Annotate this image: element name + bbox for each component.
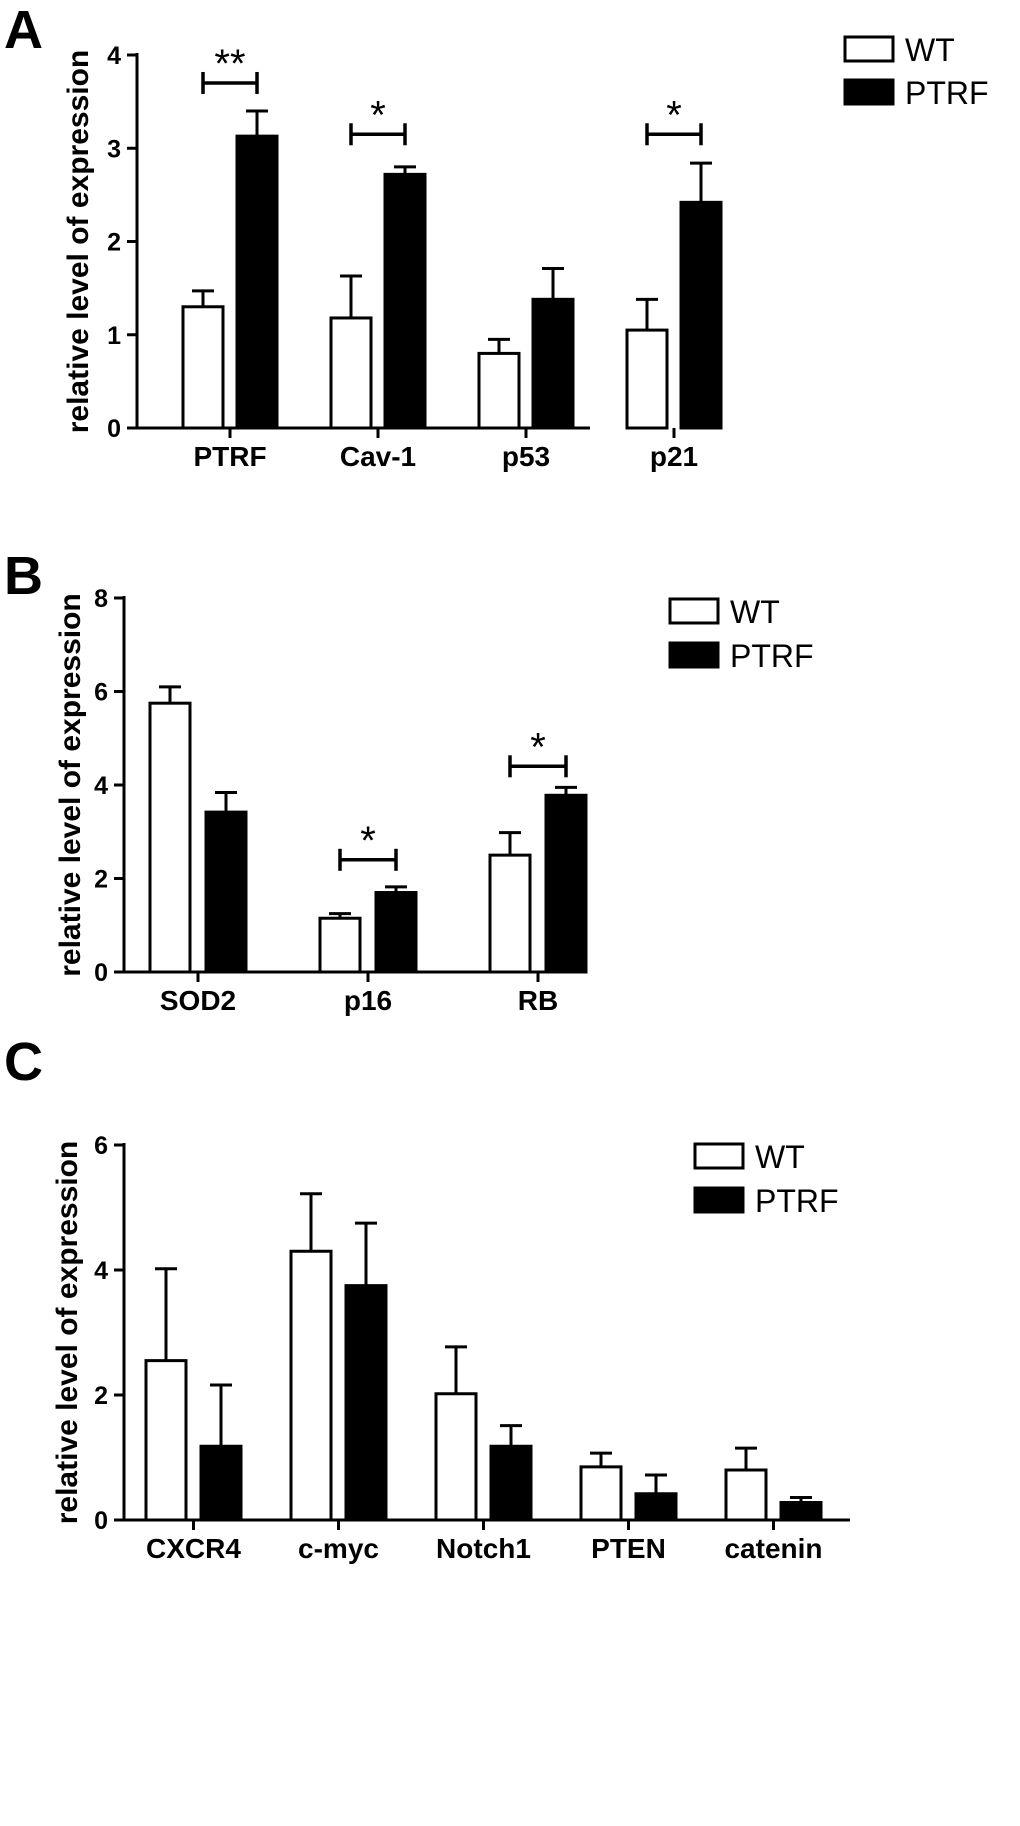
y-tick-label: 8 xyxy=(94,585,108,613)
bar-wt xyxy=(148,701,192,974)
legend-swatch-ptrf xyxy=(843,78,895,106)
legend-label-ptrf: PTRF xyxy=(905,75,989,111)
y-tick-label: 1 xyxy=(107,322,121,350)
y-tick-label: 4 xyxy=(94,1257,108,1285)
bar-wt xyxy=(181,305,225,430)
bar-ptrf xyxy=(204,810,248,974)
x-tick-label: Cav-1 xyxy=(340,441,416,472)
bar-ptrf xyxy=(779,1501,823,1522)
y-tick-label: 0 xyxy=(107,415,121,443)
bar-ptrf xyxy=(531,297,575,430)
bar-ptrf xyxy=(199,1444,243,1522)
bar-wt xyxy=(477,351,521,430)
x-tick-label: PTEN xyxy=(591,1533,666,1564)
y-axis-title: relative level of expression xyxy=(54,593,87,977)
legend-label-ptrf: PTRF xyxy=(730,638,814,674)
legend-label-ptrf: PTRF xyxy=(755,1183,839,1219)
y-tick-label: 2 xyxy=(107,229,121,257)
x-tick-label: RB xyxy=(518,985,558,1016)
bar-wt xyxy=(724,1468,768,1522)
y-tick-label: 2 xyxy=(94,1382,108,1410)
significance-label: * xyxy=(360,819,376,863)
y-tick-label: 0 xyxy=(94,1507,108,1535)
significance-label: * xyxy=(666,93,682,137)
y-tick-label: 3 xyxy=(107,135,121,163)
x-tick-label: CXCR4 xyxy=(146,1533,241,1564)
bar-ptrf xyxy=(344,1284,388,1522)
bar-wt xyxy=(434,1392,478,1522)
y-tick-label: 6 xyxy=(94,679,108,707)
legend-swatch-ptrf xyxy=(668,641,720,669)
panel-letter: B xyxy=(4,546,43,606)
bar-ptrf xyxy=(544,793,588,974)
legend-swatch-wt xyxy=(668,597,720,625)
x-tick-label: SOD2 xyxy=(160,985,236,1016)
bar-wt xyxy=(625,328,669,430)
bar-ptrf xyxy=(489,1444,533,1522)
bar-ptrf xyxy=(634,1492,678,1522)
significance-label: * xyxy=(530,725,546,769)
panel-letter: C xyxy=(4,1032,43,1092)
y-axis-title: relative level of expression xyxy=(62,50,95,434)
y-tick-label: 6 xyxy=(94,1132,108,1160)
bar-wt xyxy=(318,916,362,974)
y-axis-title: relative level of expression xyxy=(51,1141,84,1525)
x-tick-label: Notch1 xyxy=(436,1533,531,1564)
legend-label-wt: WT xyxy=(755,1139,805,1175)
bar-wt xyxy=(144,1359,188,1522)
bar-ptrf xyxy=(374,891,418,974)
x-tick-label: PTRF xyxy=(193,441,266,472)
significance-label: ** xyxy=(214,42,245,86)
x-tick-label: catenin xyxy=(724,1533,822,1564)
x-tick-label: p53 xyxy=(502,441,550,472)
bar-ptrf xyxy=(383,172,427,430)
y-tick-label: 0 xyxy=(94,959,108,987)
bar-wt xyxy=(289,1249,333,1522)
significance-label: * xyxy=(370,93,386,137)
bar-wt xyxy=(579,1465,623,1522)
legend-swatch-ptrf xyxy=(693,1186,745,1214)
bar-wt xyxy=(488,853,532,974)
y-tick-label: 4 xyxy=(107,42,121,70)
bar-ptrf xyxy=(679,200,723,430)
y-tick-label: 4 xyxy=(94,772,108,800)
y-tick-label: 2 xyxy=(94,866,108,894)
panel-letter: A xyxy=(4,0,43,60)
x-tick-label: p21 xyxy=(650,441,698,472)
legend-swatch-wt xyxy=(843,35,895,63)
bar-ptrf xyxy=(235,134,279,430)
x-tick-label: p16 xyxy=(344,985,392,1016)
x-tick-label: c-myc xyxy=(298,1533,379,1564)
legend-swatch-wt xyxy=(693,1142,745,1170)
bar-wt xyxy=(329,316,373,430)
legend-label-wt: WT xyxy=(730,594,780,630)
legend-label-wt: WT xyxy=(905,32,955,68)
